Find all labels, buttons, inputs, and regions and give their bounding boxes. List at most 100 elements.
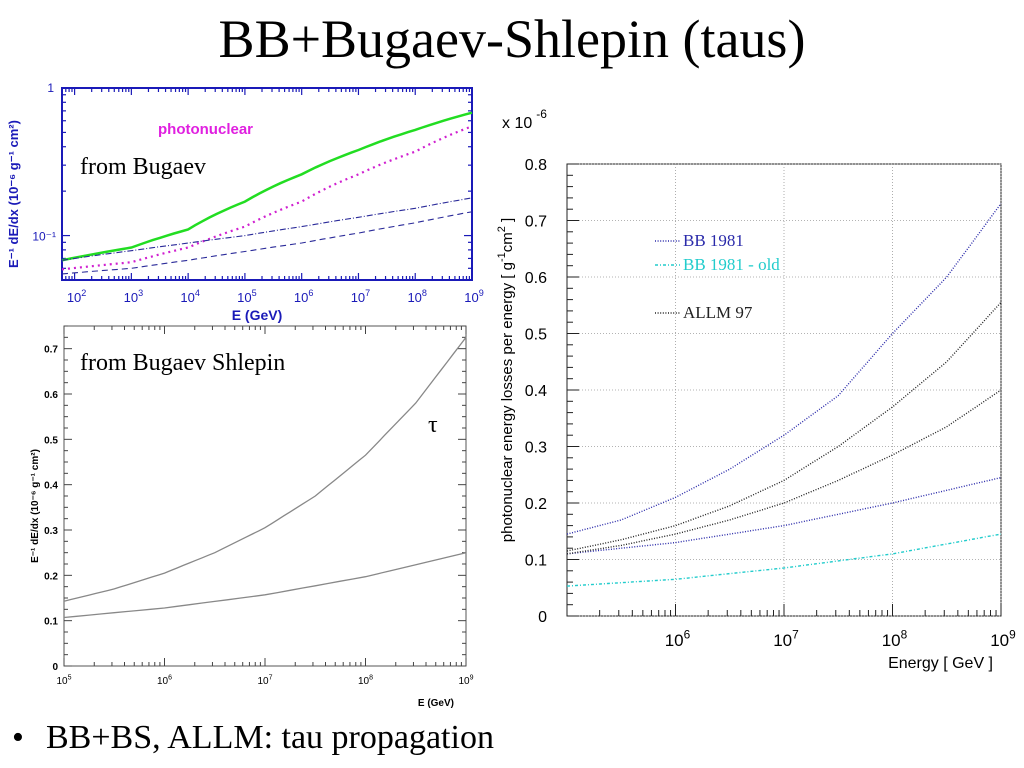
tick-label-base: 10 [351, 290, 365, 305]
series-line-BB 1981 (lower) [566, 476, 1002, 555]
tick-label-exponent: 8 [422, 288, 427, 298]
tick-label-exponent: 7 [365, 288, 370, 298]
series-line-dash-dot [61, 197, 473, 261]
tick-label-base: 10 [990, 631, 1009, 650]
x-tick-label: 105 [237, 288, 257, 305]
tick-label-exponent: 5 [252, 288, 257, 298]
x-tick-label: 102 [67, 288, 87, 305]
series-line-ALLM 97 (upper) [566, 301, 1002, 552]
y-tick-label: 0.6 [525, 270, 547, 287]
x-tick-label: 108 [358, 675, 373, 688]
tick-label-exponent: 4 [195, 288, 200, 298]
y-tick-label: 0.4 [44, 481, 58, 492]
tick-label-base: 10 [180, 290, 194, 305]
plot-frame [63, 325, 467, 667]
y-tick-label: 0.2 [525, 496, 547, 513]
tick-label-base: 10 [882, 631, 901, 650]
x-tick-label: 107 [773, 627, 799, 650]
tick-label-base: 10 [237, 290, 251, 305]
y-axis-label-part: cm [499, 232, 516, 252]
tick-label-exponent: 9 [1009, 627, 1016, 641]
annotation-label: from Bugaev Shlepin [80, 350, 285, 376]
y-tick-label: 0.3 [44, 526, 58, 537]
x-axis-label: E (GeV) [418, 698, 454, 709]
y-tick-label: 0.7 [525, 214, 547, 231]
tick-label-base: 10 [464, 290, 478, 305]
tick-label-base: 10 [358, 676, 370, 687]
y-tick-label: 0.1 [525, 553, 547, 570]
series-line-lower [63, 552, 467, 619]
series-line-upper [63, 336, 467, 602]
x-tick-label: 103 [124, 288, 144, 305]
y-tick-label: 1 [47, 81, 54, 95]
legend-label: photonuclear [158, 121, 253, 138]
tick-label-base: 10 [67, 290, 81, 305]
y-tick-label: 0.2 [44, 571, 58, 582]
x-tick-label: 109 [990, 627, 1016, 650]
tick-label-exponent: 2 [81, 288, 86, 298]
y-tick-label: 0.7 [44, 345, 58, 356]
tick-label-exponent: 5 [68, 675, 72, 682]
y-axis-label-part: ] [499, 218, 516, 226]
y-tick-label: 0.4 [525, 383, 547, 400]
y-tick-label: 0.1 [44, 617, 58, 628]
tick-label-base: 10 [157, 676, 169, 687]
y-axis-label: E⁻¹ dE/dx (10⁻⁶ g⁻¹ cm²) [30, 449, 41, 563]
legend-label: BB 1981 - old [683, 255, 780, 274]
series-line-photonuclear [61, 125, 473, 271]
tick-label-exponent: 6 [684, 627, 691, 641]
x-tick-label: 108 [882, 627, 908, 650]
tick-label-exponent: 8 [369, 675, 373, 682]
y-tick-label: 0.5 [44, 435, 58, 446]
tick-label-exponent: 7 [792, 627, 799, 641]
x-axis-label: E (GeV) [232, 307, 283, 323]
series-line-BB 1981 (upper) [566, 203, 1002, 535]
y-axis-label-part: photonuclear energy losses per energy [ … [499, 262, 516, 542]
legend-label: BB 1981 [683, 231, 744, 250]
y-tick-label: 0.6 [44, 390, 58, 401]
y-tick-label: 0.8 [525, 157, 547, 174]
plot-frame [61, 87, 473, 281]
tick-label-base: 10 [294, 290, 308, 305]
exponent-base: x 10 [502, 115, 532, 132]
y-axis-label-part: -1 [496, 252, 508, 262]
series-line-ALLM 97 (lower) [566, 389, 1002, 555]
tick-label-base: 10 [56, 676, 68, 687]
exponent-label: x 10 -6 [502, 107, 547, 132]
bullet-dot: • [12, 719, 24, 756]
annotation-label: from Bugaev [80, 154, 206, 180]
exponent-power: -6 [536, 107, 547, 121]
tick-label-exponent: 3 [138, 288, 143, 298]
series-line-total [61, 111, 473, 262]
x-tick-label: 108 [407, 288, 427, 305]
tick-label-base: 10 [665, 631, 684, 650]
x-tick-label: 105 [56, 675, 71, 688]
tick-label-exponent: 6 [168, 675, 172, 682]
x-axis-label: Energy [ GeV ] [888, 655, 993, 672]
x-tick-label: 106 [157, 675, 172, 688]
x-tick-label: 106 [665, 627, 691, 650]
tau-label: τ [428, 412, 438, 438]
tick-label-base: 10 [458, 676, 470, 687]
y-tick-label: 0 [52, 662, 58, 673]
y-tick-label: 10⁻¹ [32, 230, 56, 244]
x-tick-label: 106 [294, 288, 314, 305]
y-tick-label: 0.3 [525, 440, 547, 457]
tick-label-exponent: 7 [269, 675, 273, 682]
tick-label-base: 10 [407, 290, 421, 305]
tick-label-exponent: 8 [901, 627, 908, 641]
tick-label-base: 10 [773, 631, 792, 650]
series-line-dashed [61, 211, 473, 275]
bullet-text: BB+BS, ALLM: tau propagation [46, 719, 494, 756]
tick-label-exponent: 9 [479, 288, 484, 298]
y-axis-label: E⁻¹ dE/dx (10⁻⁶ g⁻¹ cm²) [6, 120, 21, 268]
x-tick-label: 109 [458, 675, 473, 688]
y-tick-label: 0 [538, 609, 547, 626]
x-tick-label: 104 [180, 288, 200, 305]
y-tick-label: 0.5 [525, 327, 547, 344]
x-tick-label: 107 [257, 675, 272, 688]
y-axis-label: photonuclear energy losses per energy [ … [496, 218, 516, 542]
